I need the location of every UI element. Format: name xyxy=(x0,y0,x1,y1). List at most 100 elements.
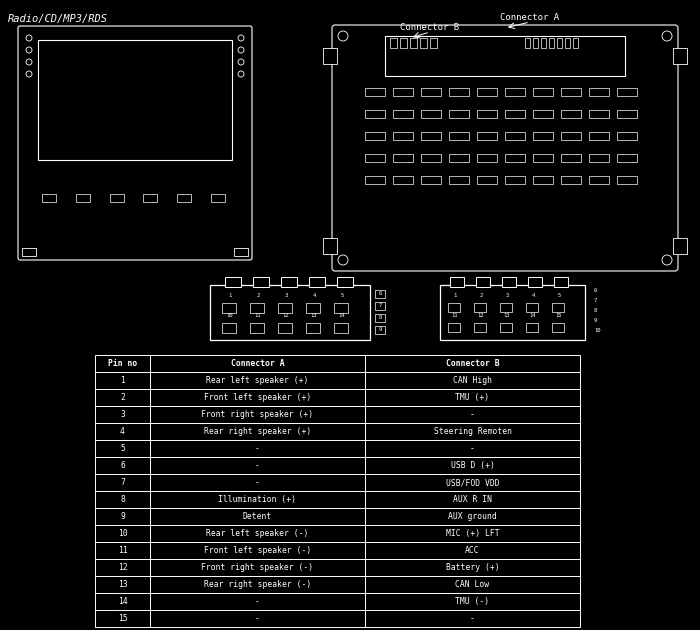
Bar xyxy=(306,323,320,333)
Text: 15: 15 xyxy=(556,313,562,318)
Text: 7: 7 xyxy=(379,303,382,308)
Bar xyxy=(210,285,370,340)
Bar xyxy=(557,38,562,48)
Bar xyxy=(477,132,497,140)
Bar xyxy=(393,110,413,118)
Circle shape xyxy=(238,35,244,41)
Text: 3: 3 xyxy=(505,293,509,298)
Bar xyxy=(365,559,580,576)
Text: Front left speaker (+): Front left speaker (+) xyxy=(204,393,311,402)
Bar xyxy=(365,593,580,610)
Bar xyxy=(42,193,56,202)
Bar xyxy=(95,355,150,372)
Text: 3: 3 xyxy=(284,293,288,298)
Circle shape xyxy=(662,31,672,41)
Bar xyxy=(561,132,581,140)
Bar xyxy=(393,176,413,184)
Bar xyxy=(549,38,554,48)
Bar xyxy=(449,154,469,162)
Text: 6: 6 xyxy=(379,291,382,296)
Bar xyxy=(150,406,365,423)
Bar xyxy=(421,132,441,140)
Text: 11: 11 xyxy=(255,313,261,318)
Text: 7: 7 xyxy=(120,478,125,487)
Bar xyxy=(365,176,385,184)
Bar xyxy=(323,238,337,254)
Text: Illumination (+): Illumination (+) xyxy=(218,495,297,504)
Circle shape xyxy=(26,71,32,77)
Bar xyxy=(365,355,580,372)
Bar xyxy=(526,303,538,312)
Text: Front right speaker (-): Front right speaker (-) xyxy=(202,563,314,572)
Text: CAN High: CAN High xyxy=(453,376,492,385)
Bar xyxy=(250,303,264,313)
Bar xyxy=(552,323,564,332)
Text: 3: 3 xyxy=(120,410,125,419)
Text: -: - xyxy=(255,597,260,606)
Text: Connector A: Connector A xyxy=(231,359,284,368)
Bar xyxy=(673,48,687,64)
Bar xyxy=(589,110,609,118)
Text: 13: 13 xyxy=(118,580,127,589)
Bar xyxy=(365,474,580,491)
Text: Radio/CD/MP3/RDS: Radio/CD/MP3/RDS xyxy=(8,14,108,24)
Bar xyxy=(365,110,385,118)
Text: -: - xyxy=(255,444,260,453)
Bar xyxy=(95,406,150,423)
Bar xyxy=(365,440,580,457)
Text: 1: 1 xyxy=(454,293,456,298)
Bar xyxy=(337,277,353,287)
Bar xyxy=(449,176,469,184)
Text: 12: 12 xyxy=(118,563,127,572)
Text: USB/FOD VDD: USB/FOD VDD xyxy=(446,478,499,487)
Bar xyxy=(533,38,538,48)
Text: Connector B: Connector B xyxy=(400,23,460,32)
Text: CAN Low: CAN Low xyxy=(456,580,489,589)
Bar xyxy=(477,176,497,184)
Text: 10: 10 xyxy=(227,313,233,318)
Bar xyxy=(95,389,150,406)
Bar xyxy=(177,193,191,202)
Bar xyxy=(393,88,413,96)
Text: 8: 8 xyxy=(594,308,597,313)
Bar xyxy=(502,277,516,287)
Bar xyxy=(76,193,90,202)
Bar xyxy=(500,323,512,332)
Bar xyxy=(449,110,469,118)
Text: 5: 5 xyxy=(120,444,125,453)
Text: 5: 5 xyxy=(340,293,344,298)
Bar xyxy=(448,323,460,332)
Bar xyxy=(365,389,580,406)
Circle shape xyxy=(26,47,32,53)
Bar xyxy=(150,372,365,389)
Text: TMU (-): TMU (-) xyxy=(456,597,489,606)
Text: Connector A: Connector A xyxy=(500,13,559,22)
Bar xyxy=(474,303,486,312)
Bar xyxy=(365,132,385,140)
Text: Rear left speaker (-): Rear left speaker (-) xyxy=(206,529,309,538)
Bar xyxy=(365,610,580,627)
Bar xyxy=(673,238,687,254)
Bar xyxy=(375,326,385,334)
Bar xyxy=(393,132,413,140)
Text: 12: 12 xyxy=(477,313,484,318)
Bar xyxy=(150,440,365,457)
Text: 7: 7 xyxy=(594,298,597,303)
Bar xyxy=(38,40,232,159)
Bar xyxy=(95,610,150,627)
Text: 14: 14 xyxy=(339,313,345,318)
Text: 9: 9 xyxy=(379,327,382,332)
Bar xyxy=(95,423,150,440)
Bar xyxy=(528,277,542,287)
Circle shape xyxy=(238,71,244,77)
Bar xyxy=(505,88,525,96)
Bar xyxy=(533,154,553,162)
Circle shape xyxy=(338,31,348,41)
Bar xyxy=(150,474,365,491)
Text: 1: 1 xyxy=(120,376,125,385)
Text: Front left speaker (-): Front left speaker (-) xyxy=(204,546,311,555)
Text: AUX R IN: AUX R IN xyxy=(453,495,492,504)
Bar xyxy=(477,110,497,118)
Text: Rear right speaker (+): Rear right speaker (+) xyxy=(204,427,311,436)
Bar xyxy=(150,423,365,440)
